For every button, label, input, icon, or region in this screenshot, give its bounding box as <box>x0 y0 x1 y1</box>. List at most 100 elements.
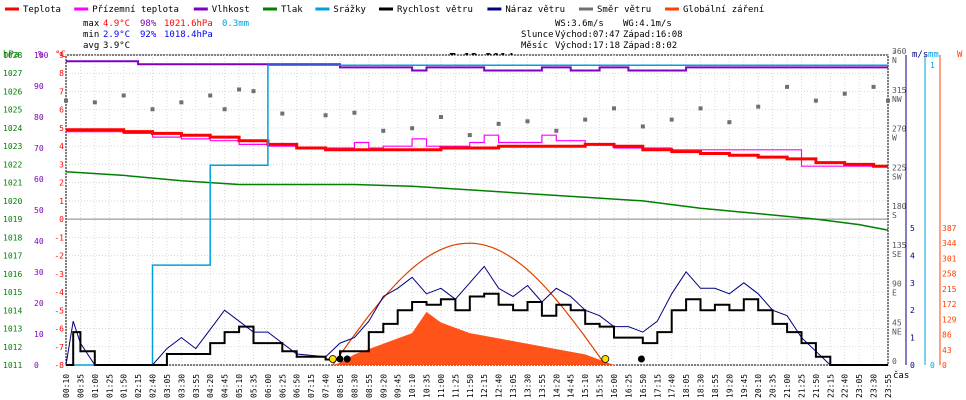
x-tick-label: 12:40 <box>495 374 504 398</box>
axis-w-tick: 215 <box>942 285 957 294</box>
x-tick-label: 22:40 <box>841 374 850 398</box>
series-wind-dir-dot <box>64 98 68 103</box>
x-tick-label: 07:40 <box>322 374 331 398</box>
axis-hpa-tick: 1021 <box>3 179 22 188</box>
series-wind-dir-dot <box>813 98 818 103</box>
x-tick-label: 01:25 <box>105 374 114 398</box>
axis-dir-tick-compass: SW <box>892 172 902 181</box>
legend-label: Globální záření <box>683 5 764 15</box>
axis-temp-tick: 7 <box>59 87 64 96</box>
x-tick-label: 21:00 <box>783 374 792 398</box>
axis-temp-tick: -7 <box>54 343 64 352</box>
axis-dir-tick: 315 <box>892 86 907 95</box>
x-tick-label: 02:40 <box>149 374 158 398</box>
axis-dir-tick-compass: W <box>892 134 897 143</box>
axis-dir-tick-compass: NW <box>892 95 902 104</box>
x-tick-label: 04:20 <box>206 374 215 398</box>
x-tick-label: 13:05 <box>509 374 518 398</box>
axis-w-tick: 344 <box>942 239 957 248</box>
marker-moon <box>343 355 351 363</box>
legend-label: Přízemní teplota <box>92 5 179 15</box>
x-tick-label: 14:45 <box>567 374 576 398</box>
axis-temp-tick: -4 <box>54 288 64 297</box>
x-tick-label: 07:15 <box>307 374 316 398</box>
x-tick-label: 03:30 <box>177 374 186 398</box>
x-tick-label: 11:25 <box>451 374 460 398</box>
axis-mm-label: mm <box>928 50 939 60</box>
series-wind-dir-dot <box>785 84 790 89</box>
series-wind-dir-dot <box>583 117 588 122</box>
sun-rise: Východ:07:47 <box>555 30 620 40</box>
axis-pct-tick: 50 <box>34 206 44 215</box>
series-humidity-line <box>66 60 888 72</box>
series-wind-dir-dot <box>612 106 616 111</box>
marker-moonrise <box>637 355 645 363</box>
axis-hpa-tick: 1014 <box>3 306 22 315</box>
stats-max-label: max <box>83 19 100 29</box>
x-tick-label: 11:00 <box>437 374 446 398</box>
series-wind-dir-dot <box>121 93 126 98</box>
series-wind-dir-dot <box>150 107 155 112</box>
x-tick-label: 19:20 <box>725 374 734 398</box>
moon-set: Západ:8:02 <box>623 41 677 51</box>
series-temp-line <box>66 128 888 168</box>
legend-label: Směr větru <box>597 5 651 15</box>
x-tick-label: 19:45 <box>740 374 749 398</box>
axis-ms-tick: 2 <box>910 306 915 315</box>
x-tick-label: 18:30 <box>697 374 706 398</box>
series-wind-dir-dot <box>222 107 227 112</box>
marker-moonset <box>336 355 344 363</box>
axis-ms-tick: 3 <box>910 279 915 288</box>
moon-rise: Východ:17:18 <box>555 41 620 51</box>
axis-temp-tick: 3 <box>59 160 64 169</box>
axis-pct-tick: 100 <box>34 51 49 60</box>
x-tick-label: 01:00 <box>91 374 100 398</box>
stats-min-temp: 2.9°C <box>103 30 130 40</box>
x-tick-label: 23:05 <box>855 374 864 398</box>
stats-avg-label: avg <box>83 41 99 51</box>
axis-mm-tick: 0 <box>930 361 935 370</box>
axis-pct-tick: 60 <box>34 175 44 184</box>
series-wind-dir-dot <box>410 126 415 131</box>
x-tick-label: 13:30 <box>523 374 532 398</box>
axis-pct-tick: 30 <box>34 268 44 277</box>
x-tick-label: 10:35 <box>423 374 432 398</box>
axis-dir-tick: 90 <box>892 280 902 289</box>
series-wind-dir-dot <box>756 104 761 109</box>
legend-label: Teplota <box>23 5 61 15</box>
x-tick-label: 20:10 <box>754 374 763 398</box>
axis-ms-tick: 1 <box>910 334 915 343</box>
axis-dir-tick: 135 <box>892 241 907 250</box>
series-wind-dir-dot <box>237 87 242 92</box>
x-tick-label: 16:25 <box>624 374 633 398</box>
legend-label: Náraz větru <box>505 5 565 15</box>
axis-dir-tick: 270 <box>892 125 907 134</box>
stats-min-hum: 92% <box>140 30 157 40</box>
series-wind-dir-dot <box>842 91 847 96</box>
x-axis-label: čas <box>893 370 909 381</box>
axis-temp-tick: 2 <box>59 179 64 188</box>
x-tick-label: 01:50 <box>120 374 129 398</box>
axis-w-tick: 129 <box>942 315 957 324</box>
series-wind-dir-dot <box>352 110 357 115</box>
x-tick-label: 17:15 <box>653 374 662 398</box>
series-wind-dir-dot <box>280 111 285 116</box>
axis-dir-tick-compass: SE <box>892 250 902 259</box>
axis-hpa-tick: 1013 <box>3 325 22 334</box>
series-wind-dir-dot <box>871 84 876 89</box>
axis-dir-tick: 0 <box>892 357 897 366</box>
x-tick-label: 21:25 <box>797 374 806 398</box>
x-tick-label: 06:25 <box>278 374 287 398</box>
x-tick-label: 13:55 <box>538 374 547 398</box>
axis-hpa-tick: 1024 <box>3 124 22 133</box>
x-tick-label: 16:00 <box>610 374 619 398</box>
x-tick-label: 15:35 <box>596 374 605 398</box>
stats-min-press: 1018.4hPa <box>164 30 213 40</box>
axis-hpa-tick: 1012 <box>3 343 22 352</box>
axis-hpa-tick: 1025 <box>3 106 22 115</box>
x-tick-label: 03:05 <box>163 374 172 398</box>
x-tick-label: 23:30 <box>870 374 879 398</box>
axis-mm-tick: 1 <box>930 61 935 70</box>
axis-temp-tick: 4 <box>59 142 64 151</box>
